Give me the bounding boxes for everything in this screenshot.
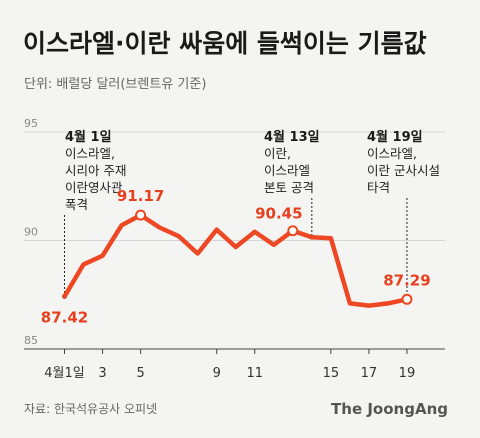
data-labels: 87.42 91.17 90.45 87.29: [41, 187, 431, 326]
annotation-line: 이스라엘,: [65, 146, 115, 161]
x-tick-label: 9: [213, 366, 221, 381]
source-label: 자료: 한국석유공사 오피넷: [24, 402, 157, 416]
y-tick-label: 85: [24, 334, 38, 347]
annotation-line: 이스라엘,: [367, 146, 417, 161]
annotation-line: 이란 군사시설: [367, 163, 440, 178]
series: [62, 212, 410, 308]
x-tick-label: 4월1일: [44, 366, 84, 381]
brand-logo: The JoongAng: [331, 400, 448, 418]
x-tick-label: 3: [98, 366, 106, 381]
x-tick-label: 5: [136, 366, 144, 381]
annotation-title: 4월 19일: [367, 129, 423, 145]
series-line: [62, 212, 410, 308]
x-tick-label: 15: [323, 366, 340, 381]
annotation-line: 이스라엘: [264, 163, 310, 178]
x-tick-label: 19: [399, 366, 416, 381]
data-label: 87.29: [383, 271, 430, 289]
annotation-line: 이란영사관: [65, 180, 123, 195]
y-tick-label: 90: [24, 226, 38, 239]
data-point-marker: [401, 293, 413, 305]
data-label: 90.45: [255, 205, 302, 223]
data-label: 87.42: [41, 308, 88, 326]
annotation-line: 시리아 주재: [65, 163, 126, 178]
chart-title: 이스라엘·이란 싸움에 들썩이는 기름값: [23, 29, 427, 58]
y-gridlines: [24, 131, 445, 241]
y-tick-label: 95: [24, 117, 38, 130]
data-point-marker: [135, 209, 147, 221]
annotation-line: 본토 공격: [264, 180, 314, 195]
axes: 85 90 95 4월1일 3 5 9 11 15 17 19: [24, 117, 445, 381]
x-tick-label: 11: [246, 366, 263, 381]
data-point-marker: [287, 225, 299, 237]
x-tick-label: 17: [361, 366, 378, 381]
annotation-line: 이란,: [264, 146, 291, 161]
annotation-title: 4월 1일: [65, 129, 112, 145]
annotation-line: 폭격: [65, 197, 88, 212]
annotation-title: 4월 13일: [264, 129, 320, 145]
unit-label: 단위: 배럴당 달러(브렌트유 기준): [24, 77, 206, 92]
data-label: 91.17: [117, 187, 164, 205]
annotation-line: 타격: [367, 180, 390, 195]
